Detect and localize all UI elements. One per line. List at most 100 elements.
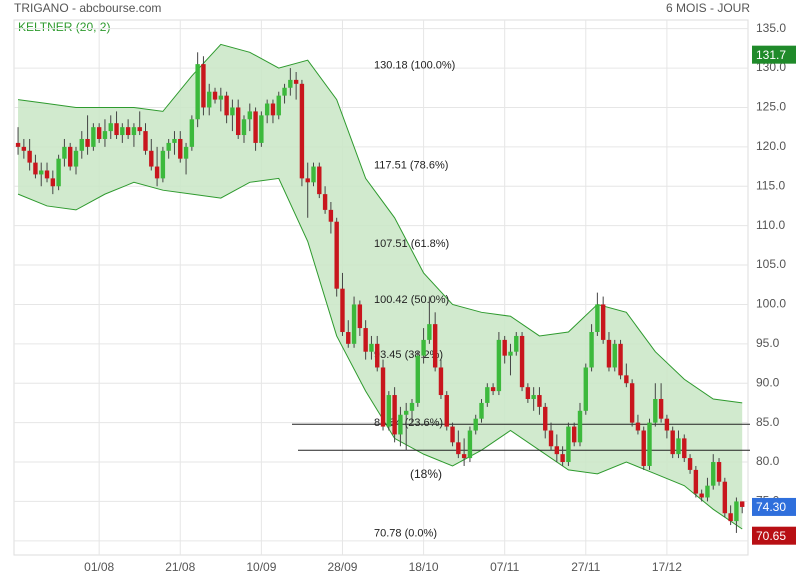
fib-level-label: 70.78 (0.0%) [374, 528, 437, 540]
chart-title: TRIGANO - abcbourse.com [14, 1, 161, 15]
candle-body [519, 335, 525, 388]
candle-body [108, 123, 113, 132]
candle-body [392, 395, 397, 435]
candle-body [102, 131, 108, 139]
price-tag [752, 497, 796, 516]
y-tick-label: 120.0 [756, 139, 786, 153]
x-tick-label: 18/10 [409, 560, 439, 574]
candle-body [253, 111, 258, 143]
candle-body [583, 367, 588, 411]
candle-body [432, 324, 438, 368]
candle-body [427, 324, 432, 340]
y-tick-label: 95.0 [756, 336, 780, 350]
candle-body [317, 166, 322, 195]
candle-body [525, 387, 531, 399]
price-tag [752, 45, 796, 64]
candle-body [687, 458, 693, 470]
x-tick-label: 01/08 [84, 560, 114, 574]
candle-body [421, 339, 426, 356]
candle-body [299, 83, 305, 179]
candle-body [154, 166, 160, 179]
candle-body [218, 95, 224, 100]
y-tick-label: 80.0 [756, 454, 780, 468]
candle-body [346, 332, 351, 344]
candle-body [653, 398, 658, 423]
y-tick-label: 100.0 [756, 297, 786, 311]
candle-body [415, 355, 420, 403]
candle-body [212, 91, 218, 100]
candle-body [351, 304, 357, 344]
candle-body [201, 64, 206, 108]
candle-body [606, 339, 612, 368]
candle-body [288, 79, 293, 88]
candle-body [50, 178, 56, 187]
candle-body [328, 209, 334, 222]
candle-body [473, 418, 478, 431]
candle-body [635, 422, 641, 431]
candle-body [699, 493, 704, 498]
y-tick-label: 110.0 [756, 218, 785, 232]
candle-body [485, 387, 490, 403]
candle-body [230, 107, 235, 116]
y-tick-label: 125.0 [756, 100, 786, 114]
candle-body [554, 446, 560, 455]
candle-body [508, 351, 513, 356]
candle-body [589, 332, 594, 368]
candle-body [670, 430, 675, 455]
y-tick-label: 85.0 [756, 415, 780, 429]
candle-body [73, 150, 79, 167]
candle-body [178, 138, 183, 159]
candle-body [137, 127, 142, 132]
candle-body [514, 335, 519, 352]
keltner-band [17, 43, 743, 530]
candle-body [120, 127, 125, 136]
indicator-label: KELTNER (20, 2) [18, 20, 110, 34]
candle-body [247, 111, 252, 120]
candle-body [67, 146, 73, 167]
candle-body [357, 304, 363, 329]
candle-body [444, 395, 449, 427]
candle-body [543, 406, 548, 431]
candle-body [548, 430, 554, 447]
y-tick-label: 135.0 [756, 21, 786, 35]
candle-body [711, 462, 716, 486]
candle-body [566, 426, 571, 463]
candle-body [658, 398, 664, 419]
candle-body [276, 95, 281, 116]
price-tag [752, 526, 796, 545]
candle-body [664, 418, 670, 431]
period-label: 6 MOIS - JOUR [666, 1, 750, 15]
candle-body [375, 343, 380, 368]
candle-body [502, 339, 507, 356]
candle-body [612, 343, 617, 368]
candle-body [641, 430, 646, 466]
candle-body [537, 395, 542, 407]
candle-body [33, 162, 38, 175]
candle-body [62, 146, 67, 159]
candle-body [693, 469, 699, 494]
band-fill [18, 44, 743, 529]
candle-body [114, 123, 119, 136]
fib-level-label: 100.42 (50.0%) [374, 294, 449, 306]
candle-body [450, 426, 455, 443]
fib-level-label: 130.18 (100.0%) [374, 60, 455, 72]
candle-body [56, 158, 61, 187]
candle-body [131, 127, 137, 136]
candle-body [195, 64, 200, 120]
candle-body [572, 426, 577, 443]
band-lower [17, 177, 743, 530]
candle-body [600, 304, 606, 340]
candles [15, 52, 745, 533]
candle-body [647, 422, 652, 466]
candle-body [496, 339, 502, 392]
candle-body [224, 95, 229, 116]
candle-body [27, 150, 32, 163]
candle-body [311, 166, 316, 183]
fibonacci: 130.18 (100.0%) 117.51 (78.6%) 107.51 (61.… [292, 60, 750, 540]
candle-body [259, 115, 264, 143]
candle-body [15, 142, 21, 147]
candle-body [264, 103, 270, 116]
candle-body [490, 387, 496, 392]
axes: 70.075.080.085.090.095.0100.0105.0110.01… [84, 21, 796, 574]
